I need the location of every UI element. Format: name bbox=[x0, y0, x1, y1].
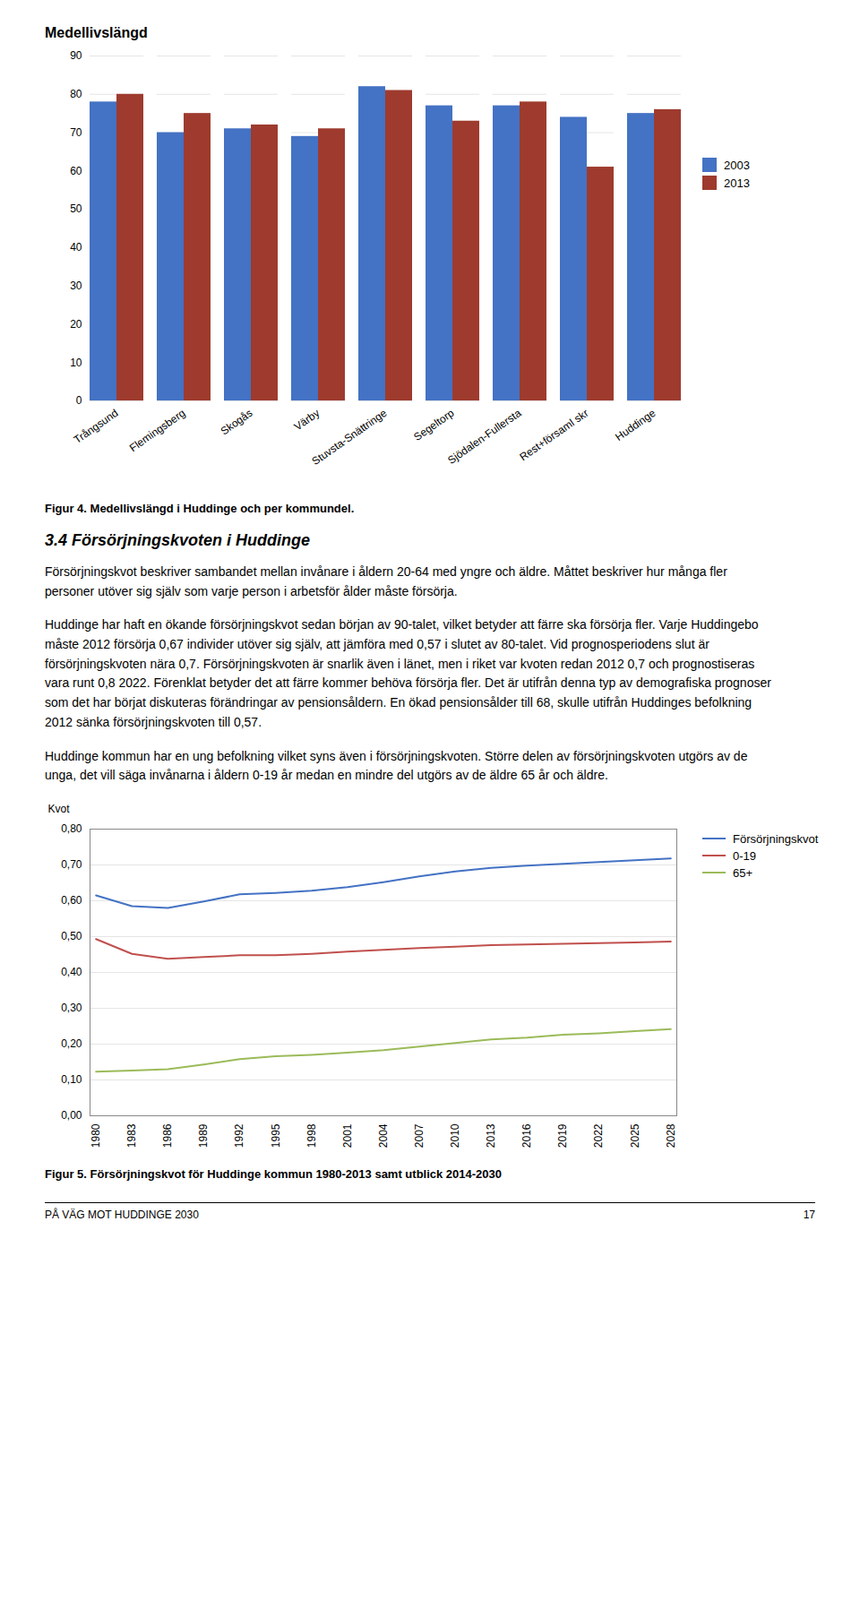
svg-text:Trångsund: Trångsund bbox=[71, 406, 121, 447]
svg-text:30: 30 bbox=[69, 279, 83, 293]
svg-text:2019: 2019 bbox=[556, 1123, 569, 1148]
svg-text:1986: 1986 bbox=[161, 1123, 174, 1148]
svg-text:50: 50 bbox=[69, 202, 83, 215]
html-text:0-19: 0-19 bbox=[732, 849, 757, 863]
svg-text:2013: 2013 bbox=[484, 1123, 498, 1148]
html-text:Figur 5. Försörjningskvot för: Figur 5. Försörjningskvot för Huddinge k… bbox=[44, 1167, 502, 1181]
svg-text:2025: 2025 bbox=[628, 1123, 642, 1148]
svg-text:0,50: 0,50 bbox=[60, 929, 83, 943]
html-text:Huddinge kommun har en ung bef: Huddinge kommun har en ung befolkning vi… bbox=[44, 748, 748, 783]
svg-text:1983: 1983 bbox=[125, 1123, 138, 1148]
svg-text:Skogås: Skogås bbox=[218, 406, 256, 438]
svg-text:0,60: 0,60 bbox=[60, 894, 83, 907]
svg-text:70: 70 bbox=[69, 126, 83, 139]
svg-text:80: 80 bbox=[69, 87, 83, 101]
svg-text:0,70: 0,70 bbox=[60, 858, 83, 871]
svg-text:2022: 2022 bbox=[592, 1123, 605, 1148]
svg-text:0: 0 bbox=[76, 394, 83, 407]
svg-text:Flemingsberg: Flemingsberg bbox=[127, 406, 189, 455]
html-text:Huddinge har haft en ökande fö: Huddinge har haft en ökande försörjnings… bbox=[44, 617, 772, 730]
svg-text:0,30: 0,30 bbox=[60, 1001, 83, 1015]
svg-text:1995: 1995 bbox=[269, 1123, 283, 1148]
svg-text:0,00: 0,00 bbox=[60, 1109, 83, 1122]
svg-text:Sjödalen-Fullersta: Sjödalen-Fullersta bbox=[445, 406, 525, 467]
svg-text:20: 20 bbox=[69, 318, 83, 331]
svg-text:Rest+församl skr: Rest+församl skr bbox=[516, 406, 591, 464]
svg-text:2007: 2007 bbox=[412, 1123, 426, 1148]
html-text:Figur 4. Medellivslängd i Hudd: Figur 4. Medellivslängd i Huddinge och p… bbox=[44, 501, 355, 516]
svg-text:2004: 2004 bbox=[377, 1123, 390, 1148]
html-text:65+: 65+ bbox=[732, 866, 753, 880]
html-text:2003: 2003 bbox=[723, 158, 750, 172]
svg-text:Huddinge: Huddinge bbox=[612, 406, 658, 444]
svg-text:2010: 2010 bbox=[448, 1123, 462, 1148]
svg-text:Segeltorp: Segeltorp bbox=[411, 406, 456, 444]
svg-text:2001: 2001 bbox=[341, 1123, 354, 1148]
svg-text:10: 10 bbox=[69, 356, 83, 370]
svg-text:1998: 1998 bbox=[305, 1123, 319, 1148]
svg-text:1980: 1980 bbox=[89, 1123, 103, 1148]
svg-text:1989: 1989 bbox=[197, 1123, 210, 1148]
svg-text:60: 60 bbox=[69, 164, 83, 178]
html-text:2013: 2013 bbox=[723, 176, 750, 190]
html-text:Försörjningskvot: Försörjningskvot bbox=[732, 832, 819, 846]
html-text:Försörjningskvot beskriver sam: Försörjningskvot beskriver sambandet mel… bbox=[44, 564, 728, 599]
html-text:17: 17 bbox=[803, 1208, 816, 1221]
svg-text:90: 90 bbox=[69, 49, 83, 62]
svg-text:Värby: Värby bbox=[292, 406, 323, 433]
svg-text:1992: 1992 bbox=[232, 1123, 246, 1148]
svg-text:0,10: 0,10 bbox=[60, 1073, 83, 1086]
svg-text:0,40: 0,40 bbox=[60, 965, 83, 979]
svg-text:Kvot: Kvot bbox=[48, 802, 71, 816]
svg-text:2028: 2028 bbox=[664, 1123, 678, 1148]
svg-text:2016: 2016 bbox=[520, 1123, 534, 1148]
html-text:Medellivslängd: Medellivslängd bbox=[44, 25, 148, 41]
svg-text:0,80: 0,80 bbox=[60, 822, 83, 835]
html-text:PÅ VÄG MOT HUDDINGE 2030: PÅ VÄG MOT HUDDINGE 2030 bbox=[44, 1208, 199, 1221]
svg-text:0,20: 0,20 bbox=[60, 1037, 83, 1050]
svg-text:40: 40 bbox=[69, 240, 83, 254]
svg-text:Stuvsta-Snättringe: Stuvsta-Snättringe bbox=[309, 406, 390, 468]
html-text:3.4 Försörjningskvoten i Huddi: 3.4 Försörjningskvoten i Huddinge bbox=[44, 531, 310, 550]
